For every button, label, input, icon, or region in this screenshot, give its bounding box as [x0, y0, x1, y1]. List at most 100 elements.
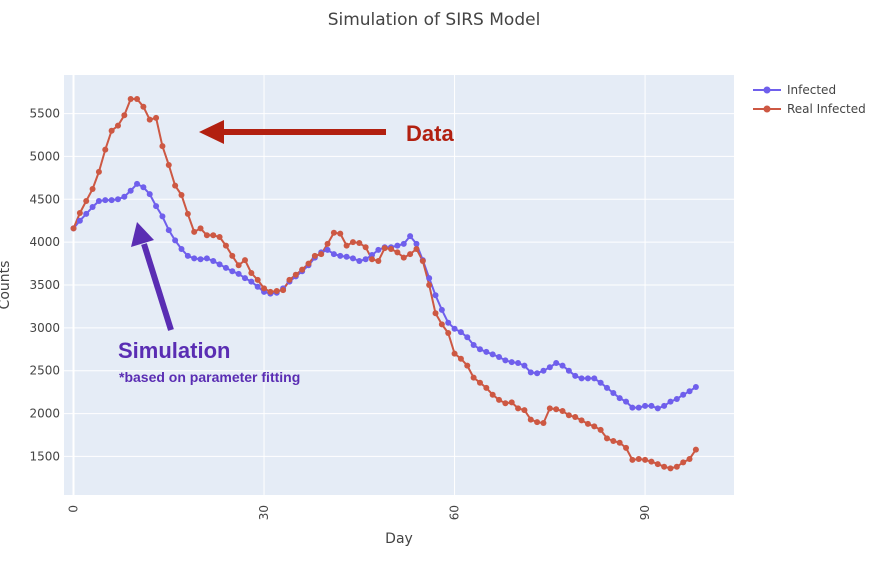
data-point-real-infected	[521, 407, 528, 414]
data-point-real-infected	[642, 456, 649, 463]
simulation-annotation-label: Simulation	[118, 338, 230, 363]
data-point-real-infected	[369, 256, 376, 263]
data-point-real-infected	[629, 456, 636, 463]
data-point-infected	[438, 306, 445, 313]
data-point-infected	[89, 204, 96, 210]
y-tick-label: 4500	[29, 192, 60, 206]
data-point-infected	[680, 391, 687, 398]
legend[interactable]: Infected Real Infected	[753, 83, 866, 116]
chart-title: Simulation of SIRS Model	[328, 10, 541, 30]
data-point-infected	[508, 359, 515, 366]
data-point-infected	[572, 372, 579, 379]
data-point-infected	[476, 346, 483, 353]
data-point-real-infected	[464, 362, 471, 369]
data-point-infected	[83, 210, 90, 217]
data-point-real-infected	[623, 444, 630, 451]
data-point-real-infected	[102, 146, 109, 153]
data-point-real-infected	[222, 242, 229, 249]
data-point-real-infected	[413, 246, 420, 252]
data-point-infected	[222, 264, 229, 271]
data-point-real-infected	[394, 249, 401, 256]
data-point-real-infected	[635, 456, 642, 462]
data-point-infected	[616, 395, 623, 402]
data-point-infected	[369, 252, 376, 258]
data-point-real-infected	[146, 116, 153, 123]
data-point-real-infected	[534, 419, 541, 426]
data-point-infected	[565, 367, 572, 374]
data-point-infected	[362, 256, 369, 263]
data-point-infected	[134, 180, 141, 187]
data-point-infected	[337, 252, 344, 259]
legend-item-infected[interactable]: Infected	[753, 83, 836, 97]
data-point-real-infected	[591, 423, 598, 430]
data-point-infected	[584, 375, 591, 382]
data-point-infected	[648, 402, 655, 409]
data-point-infected	[603, 384, 610, 391]
data-point-real-infected	[610, 438, 617, 444]
data-point-real-infected	[667, 465, 674, 472]
data-point-real-infected	[603, 435, 610, 442]
data-point-real-infected	[267, 288, 274, 295]
data-point-infected	[216, 261, 223, 268]
data-point-infected	[248, 278, 255, 285]
data-annotation: Data	[199, 120, 454, 146]
data-point-real-infected	[280, 287, 287, 294]
data-point-infected	[375, 246, 382, 253]
data-point-infected	[197, 256, 204, 263]
data-point-real-infected	[476, 379, 483, 386]
data-point-real-infected	[153, 114, 160, 121]
data-point-real-infected	[451, 350, 458, 357]
data-point-real-infected	[648, 458, 655, 465]
data-point-infected	[483, 348, 490, 355]
data-point-real-infected	[140, 103, 147, 110]
y-tick-label: 2000	[29, 407, 60, 421]
data-point-real-infected	[114, 122, 121, 129]
data-point-real-infected	[686, 456, 693, 462]
data-point-real-infected	[203, 232, 210, 239]
data-point-infected	[661, 402, 668, 409]
data-point-infected	[210, 258, 217, 264]
data-point-real-infected	[241, 257, 248, 264]
data-point-infected	[146, 191, 153, 198]
y-tick-label: 4000	[29, 235, 60, 249]
y-tick-label: 5000	[29, 149, 60, 163]
data-point-infected	[521, 362, 528, 369]
data-point-infected	[451, 325, 458, 332]
data-point-infected	[159, 213, 166, 220]
data-point-infected	[203, 255, 210, 262]
legend-item-real-infected[interactable]: Real Infected	[753, 102, 866, 116]
data-point-real-infected	[388, 246, 395, 252]
data-point-real-infected	[286, 276, 293, 283]
data-point-real-infected	[432, 310, 439, 317]
legend-label-infected: Infected	[787, 83, 836, 97]
legend-marker-real-infected	[763, 105, 771, 113]
data-point-real-infected	[299, 266, 306, 273]
data-point-infected	[623, 398, 630, 405]
axis-ticks: 1500 2000 2500 3000 3500 4000 4500 5000 5500 0 30 6…	[29, 107, 652, 521]
data-point-real-infected	[546, 405, 553, 412]
data-point-infected	[172, 237, 179, 244]
data-point-real-infected	[457, 355, 464, 362]
data-point-infected	[127, 187, 134, 194]
data-point-infected	[330, 251, 337, 258]
data-point-real-infected	[597, 426, 604, 433]
data-point-real-infected	[184, 210, 191, 217]
data-point-real-infected	[165, 162, 172, 168]
data-point-real-infected	[502, 400, 509, 407]
data-point-real-infected	[89, 186, 96, 192]
data-point-infected	[153, 203, 160, 210]
data-point-infected	[426, 275, 433, 282]
data-point-infected	[349, 255, 356, 262]
data-point-real-infected	[375, 258, 382, 264]
data-point-infected	[356, 258, 363, 264]
data-point-infected	[692, 384, 699, 390]
data-point-real-infected	[273, 288, 280, 294]
data-point-infected	[102, 197, 109, 204]
data-point-real-infected	[70, 225, 77, 232]
data-point-infected	[178, 246, 185, 252]
y-tick-label: 2500	[29, 364, 60, 378]
data-point-infected	[400, 240, 407, 247]
data-point-infected	[324, 246, 331, 253]
data-point-infected	[527, 369, 534, 376]
